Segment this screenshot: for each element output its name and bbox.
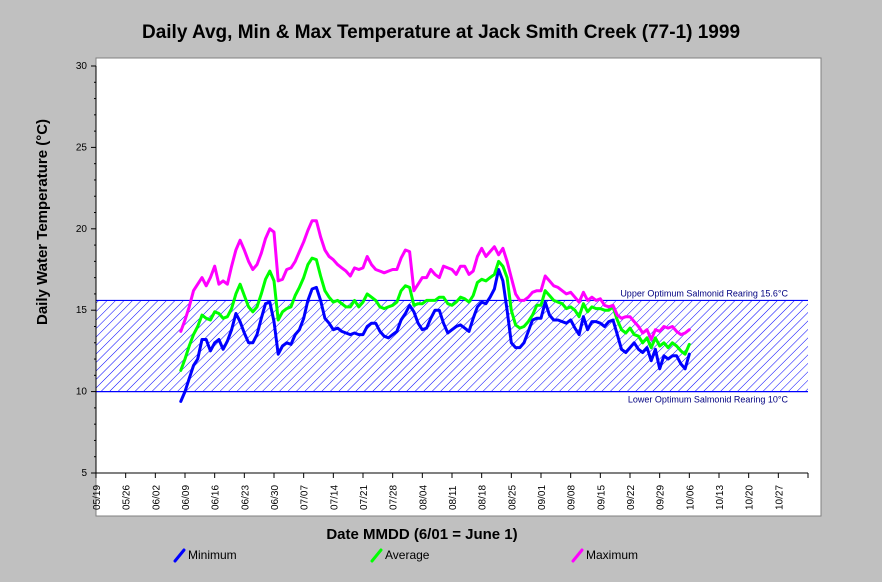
x-tick-label: 08/11 [448, 485, 459, 510]
y-tick-label: 10 [76, 387, 88, 398]
x-tick-label: 10/13 [715, 485, 726, 510]
axes-group: 5 10 15 20 25 30 05/19 05/26 06/02 06/09 06/16 06/2… [76, 61, 809, 510]
legend-swatch-average [370, 548, 383, 563]
legend: Minimum Average Maximum [173, 548, 638, 563]
series-line-maximum [179, 219, 691, 341]
y-axis-title: Daily Water Temperature (°C) [34, 119, 51, 325]
x-tick-label: 10/27 [774, 485, 785, 510]
x-tick-label: 08/25 [507, 485, 518, 510]
legend-swatch-minimum [173, 548, 186, 563]
y-tick-label: 30 [76, 61, 88, 72]
x-tick-label: 10/06 [685, 485, 696, 510]
legend-label-maximum: Maximum [586, 548, 638, 562]
x-tick-label: 08/04 [418, 485, 429, 510]
chart-title: Daily Avg, Min & Max Temperature at Jack… [142, 22, 740, 43]
plot-area [95, 57, 822, 517]
x-tick-label: 06/30 [270, 485, 281, 510]
x-tick-label: 09/01 [537, 485, 548, 510]
x-tick-label: 07/21 [359, 485, 370, 510]
x-tick-label: 06/16 [211, 485, 222, 510]
upper-optimum-label: Upper Optimum Salmonid Rearing 15.6°C [620, 288, 788, 298]
x-tick-label: 07/28 [389, 485, 400, 510]
lower-optimum-label: Lower Optimum Salmonid Rearing 10°C [628, 395, 789, 405]
y-tick-label: 15 [76, 305, 88, 316]
x-tick-label: 06/23 [240, 485, 251, 510]
x-axis-title: Date MMDD (6/01 = June 1) [326, 526, 517, 543]
series-line-minimum [179, 268, 691, 403]
x-tick-label: 06/02 [151, 485, 162, 510]
y-tick-label: 20 [76, 224, 88, 235]
x-tick-label: 06/09 [181, 485, 192, 510]
legend-label-minimum: Minimum [188, 548, 237, 562]
x-tick-label: 10/20 [745, 485, 756, 510]
legend-swatch-maximum [571, 548, 584, 563]
y-tick-label: 25 [76, 142, 88, 153]
x-tick-label: 05/26 [122, 485, 133, 510]
legend-label-average: Average [385, 548, 430, 562]
x-tick-label: 07/14 [329, 485, 340, 510]
x-tick-label: 09/22 [626, 485, 637, 510]
x-tick-label: 07/07 [300, 485, 311, 510]
x-tick-label: 05/19 [92, 485, 103, 510]
series-group [179, 219, 691, 403]
x-tick-label: 09/29 [656, 485, 667, 510]
y-tick-label: 5 [81, 468, 87, 479]
x-tick-label: 09/15 [596, 485, 607, 510]
x-tick-label: 08/18 [478, 485, 489, 510]
series-line-average [179, 256, 691, 372]
x-tick-label: 09/08 [567, 485, 578, 510]
